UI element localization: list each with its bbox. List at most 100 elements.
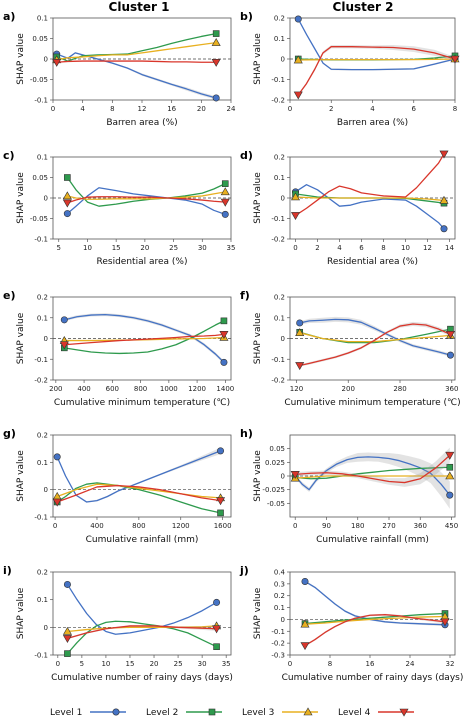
legend-entry-level-3: Level 3 bbox=[242, 707, 318, 718]
panel-letter: c) bbox=[3, 149, 15, 162]
series-line bbox=[67, 191, 226, 200]
panel-i: -0.1 0 0.1 0.2 0 5 10 15 20 25 30 35 Cumulative numb… bbox=[3, 564, 233, 683]
x-tick-label: 14 bbox=[445, 244, 454, 252]
series-level-3 bbox=[290, 471, 455, 482]
x-tick-label: 4 bbox=[80, 105, 85, 113]
x-tick-label: 120 bbox=[290, 385, 303, 393]
x-tick-label: 0 bbox=[293, 522, 297, 530]
y-axis-label: SHAP value bbox=[253, 33, 263, 85]
x-tick-label: 90 bbox=[322, 522, 331, 530]
series-level-4 bbox=[290, 150, 449, 221]
x-tick-label: 35 bbox=[222, 660, 231, 668]
data-point-marker bbox=[53, 453, 61, 461]
panel-a: -0.1 -0.05 0 0.05 0.1 0 4 8 12 16 20 24 Barren area … bbox=[3, 10, 236, 128]
series-line bbox=[56, 52, 217, 99]
plot-frame bbox=[52, 17, 232, 101]
x-tick-label: 270 bbox=[382, 522, 395, 530]
series-level-1 bbox=[63, 580, 221, 635]
data-point-marker bbox=[212, 30, 220, 37]
y-tick-label: 0 bbox=[44, 486, 48, 494]
y-tick-label: 0.4 bbox=[274, 569, 286, 577]
data-point-marker bbox=[295, 328, 305, 336]
x-tick-label: 10 bbox=[83, 244, 92, 252]
data-point-marker bbox=[219, 331, 229, 339]
legend-label: Level 4 bbox=[338, 708, 371, 718]
x-tick-label: 32 bbox=[446, 660, 455, 668]
series-level-4 bbox=[52, 484, 226, 507]
data-point-marker bbox=[446, 463, 454, 471]
series-line bbox=[295, 466, 450, 480]
data-point-marker bbox=[446, 491, 454, 499]
data-point-marker bbox=[211, 58, 221, 67]
panel-h: -0.05 -0.025 0 0.025 0.05 0 90 180 270 360 450 Cumu… bbox=[240, 427, 458, 545]
y-axis-label: SHAP value bbox=[253, 450, 263, 502]
x-tick-label: 6 bbox=[412, 105, 417, 113]
x-tick-label: 2 bbox=[329, 105, 333, 113]
panel-d: -0.2 -0.1 0 0.1 0.2 0 2 4 6 8 10 12 14 Residential ar… bbox=[240, 149, 456, 267]
series-line bbox=[297, 18, 456, 71]
y-tick-label: -0.1 bbox=[271, 215, 285, 223]
legend-swatch-marker bbox=[112, 708, 120, 716]
x-tick-label: 30 bbox=[198, 660, 207, 668]
x-tick-label: 1200 bbox=[188, 385, 206, 393]
data-point-marker bbox=[301, 577, 309, 585]
data-point-marker bbox=[213, 598, 221, 606]
x-axis-label: Cumulative number of rainy days (days) bbox=[51, 673, 233, 683]
series-line bbox=[295, 184, 445, 230]
data-point-marker bbox=[296, 319, 304, 327]
y-tick-label: -0.2 bbox=[271, 236, 285, 244]
x-tick-label: 360 bbox=[414, 522, 427, 530]
panel-letter: g) bbox=[3, 427, 16, 440]
x-tick-label: 8 bbox=[328, 660, 332, 668]
y-tick-label: 0.025 bbox=[265, 459, 285, 467]
y-tick-label: -0.1 bbox=[34, 652, 48, 660]
y-tick-label: -0.2 bbox=[271, 97, 285, 105]
y-tick-label: 0.05 bbox=[32, 174, 48, 182]
x-tick-label: 800 bbox=[134, 385, 147, 393]
x-tick-label: 0 bbox=[293, 244, 297, 252]
series-line bbox=[304, 614, 446, 647]
data-point-marker bbox=[290, 192, 301, 201]
x-tick-label: 6 bbox=[359, 244, 364, 252]
series-line bbox=[295, 475, 450, 479]
x-tick-label: 24 bbox=[227, 105, 236, 113]
series-level-3 bbox=[62, 187, 230, 200]
data-point-marker bbox=[211, 37, 221, 46]
y-tick-label: 0.1 bbox=[37, 459, 48, 467]
data-point-marker bbox=[64, 650, 71, 657]
series-level-1 bbox=[301, 577, 449, 629]
series-level-4 bbox=[62, 625, 222, 644]
column-title-cluster-2: Cluster 2 bbox=[333, 0, 394, 14]
y-tick-label: 0.3 bbox=[274, 580, 285, 588]
data-point-marker bbox=[290, 212, 301, 221]
y-axis-label: SHAP value bbox=[253, 172, 263, 224]
x-tick-label: 16 bbox=[167, 105, 176, 113]
confidence-band bbox=[299, 321, 451, 367]
y-tick-label: -0.2 bbox=[271, 640, 285, 648]
x-axis-label: Barren area (%) bbox=[337, 118, 408, 128]
y-tick-label: 0.05 bbox=[269, 445, 285, 453]
y-tick-label: 0 bbox=[281, 335, 285, 343]
y-tick-label: 0.2 bbox=[37, 294, 48, 302]
data-point-marker bbox=[446, 351, 454, 359]
panel-j: -0.3 -0.2 -0.1 0 0.1 0.2 0.3 0.4 0 8 16 24 32 Cumulat… bbox=[239, 564, 463, 683]
series-line bbox=[294, 456, 451, 496]
data-point-marker bbox=[216, 497, 226, 506]
confidence-band bbox=[295, 447, 450, 487]
x-axis-label: Cumulative minimum temperature (℃) bbox=[54, 398, 230, 408]
series-line bbox=[64, 313, 225, 363]
legend: Level 1 Level 2 Level 3 Level 4 bbox=[50, 707, 414, 718]
x-tick-label: 280 bbox=[393, 385, 406, 393]
panel-letter: f) bbox=[240, 289, 250, 302]
plot-frame bbox=[52, 434, 232, 518]
data-point-marker bbox=[52, 498, 62, 507]
y-tick-label: 0 bbox=[281, 616, 285, 624]
y-tick-label: 0.2 bbox=[274, 294, 285, 302]
series-level-3 bbox=[300, 611, 450, 628]
y-tick-label: 0.1 bbox=[37, 314, 48, 322]
panel-c: -0.1 -0.05 0 0.05 0.1 5 10 15 20 25 30 35 Residentia… bbox=[3, 149, 235, 267]
y-axis-label: SHAP value bbox=[253, 587, 263, 639]
x-tick-label: 20 bbox=[140, 244, 149, 252]
y-tick-label: -0.05 bbox=[30, 215, 48, 223]
data-point-marker bbox=[212, 94, 220, 102]
